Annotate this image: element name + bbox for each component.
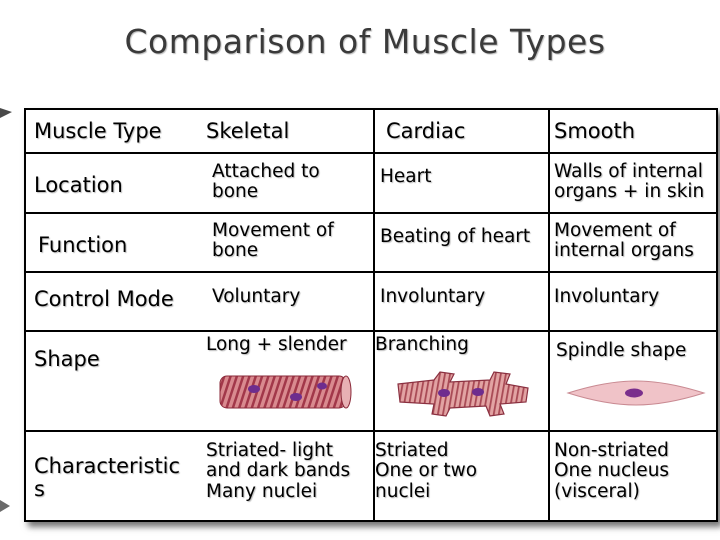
text-line: Striated- light (206, 440, 334, 461)
text-line: Walls of internal (554, 161, 703, 182)
control-skeletal: Voluntary (212, 286, 301, 307)
row-label-control-mode: Control Mode (34, 287, 174, 311)
text-line: Movement of (212, 220, 334, 241)
comparison-table: Muscle Type Skeletal Cardiac Smooth Loca… (24, 108, 718, 522)
slide-arrow-icon (0, 108, 12, 512)
row-label-characteristics: Characteristic s (34, 454, 181, 502)
text-line: bone (212, 240, 259, 262)
characteristics-skeletal: Striated- light and dark bands Many nucl… (206, 440, 351, 502)
function-cardiac: Beating of heart (380, 226, 531, 247)
row-divider (26, 430, 716, 432)
col-divider (373, 110, 375, 520)
text-line: Movement of (554, 220, 676, 241)
text-line: bone (212, 181, 259, 203)
text-line: Striated (375, 440, 449, 461)
characteristics-cardiac: Striated One or two nuclei (375, 440, 478, 502)
row-divider (26, 152, 716, 154)
shape-smooth: Spindle shape (556, 340, 687, 361)
function-smooth: Movement of internal organs (554, 220, 694, 262)
row-label-location: Location (34, 173, 123, 197)
location-smooth: Walls of internal organs + in skin (554, 161, 705, 203)
text-line: Many nuclei (206, 480, 318, 502)
smooth-muscle-icon (566, 380, 706, 406)
location-skeletal: Attached to bone (212, 161, 320, 203)
row-divider (26, 271, 716, 273)
text-line: and dark bands (206, 460, 351, 482)
text-line: One nucleus (554, 460, 670, 482)
header-smooth: Smooth (554, 119, 636, 143)
text-line: organs + in skin (554, 181, 705, 203)
characteristics-smooth: Non-striated One nucleus (visceral) (554, 440, 670, 502)
text-line: Non-striated (554, 440, 669, 461)
text-line: internal organs (554, 240, 694, 262)
location-cardiac: Heart (380, 166, 432, 187)
text-line: s (34, 477, 45, 502)
control-smooth: Involuntary (554, 286, 660, 307)
text-line: Attached to (212, 161, 320, 182)
col-divider (548, 110, 550, 520)
shape-cardiac: Branching (375, 334, 469, 355)
text-line: One or two (375, 460, 478, 482)
header-muscle-type: Muscle Type (34, 119, 162, 143)
cardiac-muscle-icon (397, 371, 529, 417)
control-cardiac: Involuntary (380, 286, 486, 307)
header-cardiac: Cardiac (386, 119, 466, 143)
skeletal-muscle-icon (219, 375, 352, 409)
text-line: Characteristic (34, 454, 181, 478)
row-label-function: Function (38, 233, 128, 257)
text-line: nuclei (375, 480, 431, 502)
shape-skeletal: Long + slender (206, 334, 347, 355)
text-line: (visceral) (554, 480, 640, 502)
row-divider (26, 330, 716, 332)
row-divider (26, 212, 716, 214)
page-title: Comparison of Muscle Types (124, 22, 606, 61)
function-skeletal: Movement of bone (212, 220, 334, 262)
row-label-shape: Shape (34, 347, 100, 371)
header-skeletal: Skeletal (206, 119, 290, 143)
